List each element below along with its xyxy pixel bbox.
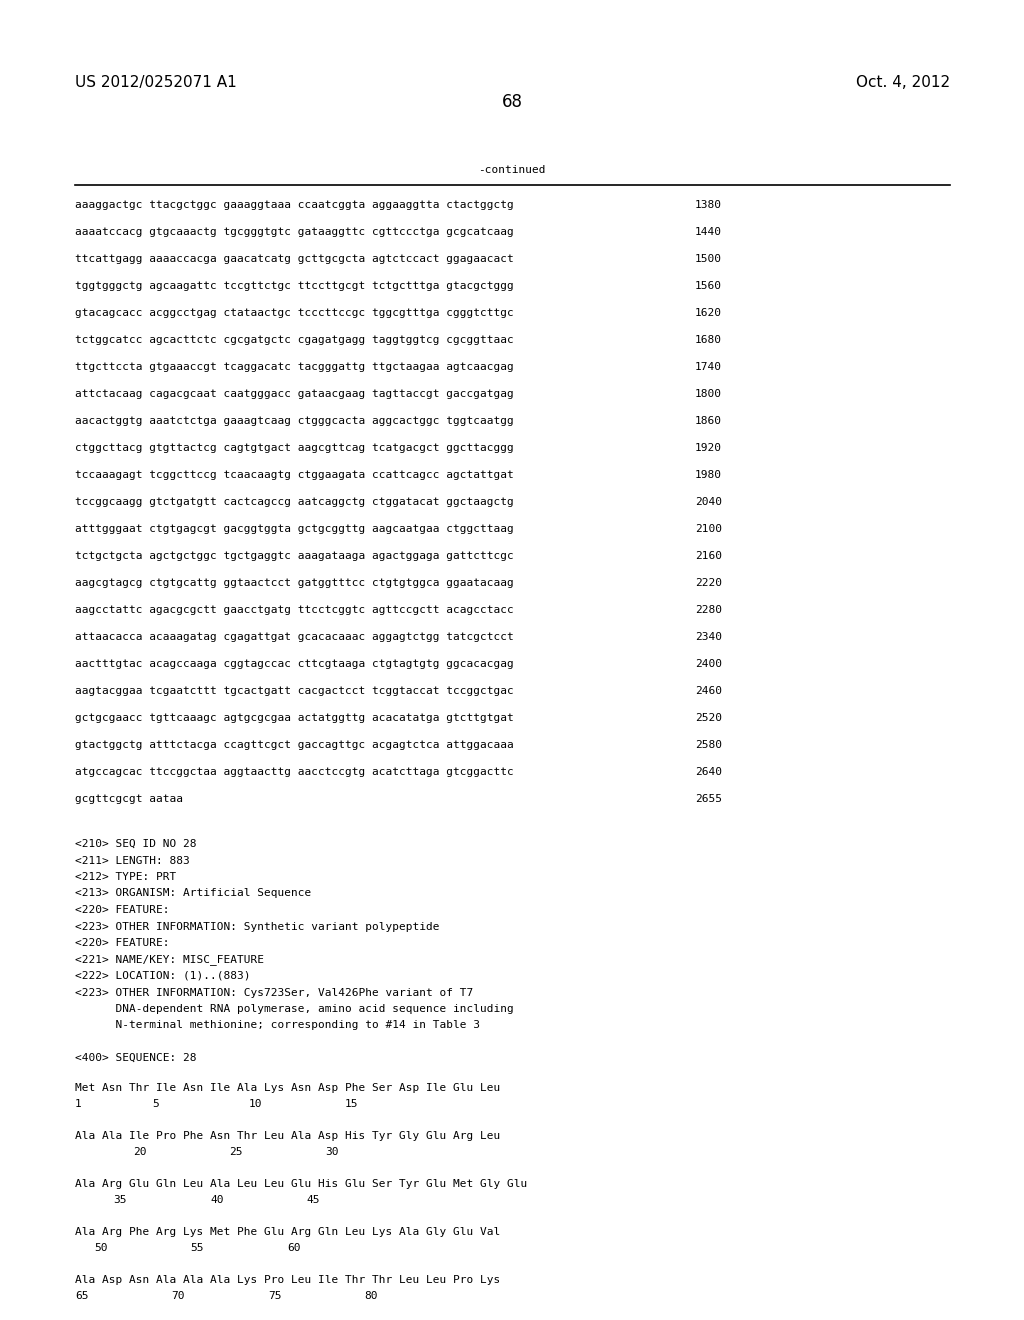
Text: 1800: 1800	[695, 389, 722, 399]
Text: 2460: 2460	[695, 686, 722, 696]
Text: aagcctattc agacgcgctt gaacctgatg ttcctcggtc agttccgctt acagcctacc: aagcctattc agacgcgctt gaacctgatg ttcctcg…	[75, 605, 514, 615]
Text: 45: 45	[306, 1195, 319, 1205]
Text: Ala Ala Ile Pro Phe Asn Thr Leu Ala Asp His Tyr Gly Glu Arg Leu: Ala Ala Ile Pro Phe Asn Thr Leu Ala Asp …	[75, 1131, 501, 1140]
Text: 1440: 1440	[695, 227, 722, 238]
Text: 2580: 2580	[695, 741, 722, 750]
Text: tggtgggctg agcaagattc tccgttctgc ttccttgcgt tctgctttga gtacgctggg: tggtgggctg agcaagattc tccgttctgc ttccttg…	[75, 281, 514, 290]
Text: 75: 75	[268, 1291, 282, 1302]
Text: 2400: 2400	[695, 659, 722, 669]
Text: N-terminal methionine; corresponding to #14 in Table 3: N-terminal methionine; corresponding to …	[75, 1020, 480, 1031]
Text: 55: 55	[190, 1243, 204, 1253]
Text: ttgcttccta gtgaaaccgt tcaggacatc tacgggattg ttgctaagaa agtcaacgag: ttgcttccta gtgaaaccgt tcaggacatc tacggga…	[75, 362, 514, 372]
Text: 80: 80	[365, 1291, 378, 1302]
Text: <222> LOCATION: (1)..(883): <222> LOCATION: (1)..(883)	[75, 972, 251, 981]
Text: 2100: 2100	[695, 524, 722, 535]
Text: <211> LENGTH: 883: <211> LENGTH: 883	[75, 855, 189, 866]
Text: US 2012/0252071 A1: US 2012/0252071 A1	[75, 75, 237, 90]
Text: 1920: 1920	[695, 444, 722, 453]
Text: 25: 25	[229, 1147, 243, 1158]
Text: atgccagcac ttccggctaa aggtaacttg aacctccgtg acatcttaga gtcggacttc: atgccagcac ttccggctaa aggtaacttg aacctcc…	[75, 767, 514, 777]
Text: 2220: 2220	[695, 578, 722, 587]
Text: aaaggactgc ttacgctggc gaaaggtaaa ccaatcggta aggaaggtta ctactggctg: aaaggactgc ttacgctggc gaaaggtaaa ccaatcg…	[75, 201, 514, 210]
Text: aagcgtagcg ctgtgcattg ggtaactcct gatggtttcc ctgtgtggca ggaatacaag: aagcgtagcg ctgtgcattg ggtaactcct gatggtt…	[75, 578, 514, 587]
Text: gctgcgaacc tgttcaaagc agtgcgcgaa actatggttg acacatatga gtcttgtgat: gctgcgaacc tgttcaaagc agtgcgcgaa actatgg…	[75, 713, 514, 723]
Text: aactttgtac acagccaaga cggtagccac cttcgtaaga ctgtagtgtg ggcacacgag: aactttgtac acagccaaga cggtagccac cttcgta…	[75, 659, 514, 669]
Text: <223> OTHER INFORMATION: Cys723Ser, Val426Phe variant of T7: <223> OTHER INFORMATION: Cys723Ser, Val4…	[75, 987, 473, 998]
Text: <220> FEATURE:: <220> FEATURE:	[75, 939, 170, 948]
Text: aaaatccacg gtgcaaactg tgcgggtgtc gataaggttc cgttccctga gcgcatcaag: aaaatccacg gtgcaaactg tgcgggtgtc gataagg…	[75, 227, 514, 238]
Text: tctggcatcc agcacttctc cgcgatgctc cgagatgagg taggtggtcg cgcggttaac: tctggcatcc agcacttctc cgcgatgctc cgagatg…	[75, 335, 514, 345]
Text: aacactggtg aaatctctga gaaagtcaag ctgggcacta aggcactggc tggtcaatgg: aacactggtg aaatctctga gaaagtcaag ctgggca…	[75, 416, 514, 426]
Text: aagtacggaa tcgaatcttt tgcactgatt cacgactcct tcggtaccat tccggctgac: aagtacggaa tcgaatcttt tgcactgatt cacgact…	[75, 686, 514, 696]
Text: Ala Arg Glu Gln Leu Ala Leu Leu Glu His Glu Ser Tyr Glu Met Gly Glu: Ala Arg Glu Gln Leu Ala Leu Leu Glu His …	[75, 1179, 527, 1189]
Text: Oct. 4, 2012: Oct. 4, 2012	[856, 75, 950, 90]
Text: 1740: 1740	[695, 362, 722, 372]
Text: 40: 40	[210, 1195, 223, 1205]
Text: Met Asn Thr Ile Asn Ile Ala Lys Asn Asp Phe Ser Asp Ile Glu Leu: Met Asn Thr Ile Asn Ile Ala Lys Asn Asp …	[75, 1082, 501, 1093]
Text: 2520: 2520	[695, 713, 722, 723]
Text: Ala Asp Asn Ala Ala Ala Lys Pro Leu Ile Thr Thr Leu Leu Pro Lys: Ala Asp Asn Ala Ala Ala Lys Pro Leu Ile …	[75, 1275, 501, 1284]
Text: 2280: 2280	[695, 605, 722, 615]
Text: 5: 5	[153, 1100, 159, 1109]
Text: 1: 1	[75, 1100, 82, 1109]
Text: gtactggctg atttctacga ccagttcgct gaccagttgc acgagtctca attggacaaa: gtactggctg atttctacga ccagttcgct gaccagt…	[75, 741, 514, 750]
Text: 2340: 2340	[695, 632, 722, 642]
Text: 2160: 2160	[695, 550, 722, 561]
Text: <400> SEQUENCE: 28: <400> SEQUENCE: 28	[75, 1053, 197, 1063]
Text: -continued: -continued	[478, 165, 546, 176]
Text: 68: 68	[502, 92, 522, 111]
Text: <220> FEATURE:: <220> FEATURE:	[75, 906, 170, 915]
Text: <223> OTHER INFORMATION: Synthetic variant polypeptide: <223> OTHER INFORMATION: Synthetic varia…	[75, 921, 439, 932]
Text: 2040: 2040	[695, 498, 722, 507]
Text: 15: 15	[345, 1100, 358, 1109]
Text: 35: 35	[114, 1195, 127, 1205]
Text: 10: 10	[249, 1100, 262, 1109]
Text: ctggcttacg gtgttactcg cagtgtgact aagcgttcag tcatgacgct ggcttacggg: ctggcttacg gtgttactcg cagtgtgact aagcgtt…	[75, 444, 514, 453]
Text: 1680: 1680	[695, 335, 722, 345]
Text: 50: 50	[94, 1243, 108, 1253]
Text: 30: 30	[326, 1147, 339, 1158]
Text: 70: 70	[171, 1291, 185, 1302]
Text: 1560: 1560	[695, 281, 722, 290]
Text: 2655: 2655	[695, 795, 722, 804]
Text: ttcattgagg aaaaccacga gaacatcatg gcttgcgcta agtctccact ggagaacact: ttcattgagg aaaaccacga gaacatcatg gcttgcg…	[75, 253, 514, 264]
Text: gtacagcacc acggcctgag ctataactgc tcccttccgc tggcgtttga cgggtcttgc: gtacagcacc acggcctgag ctataactgc tcccttc…	[75, 308, 514, 318]
Text: 60: 60	[287, 1243, 301, 1253]
Text: tccaaagagt tcggcttccg tcaacaagtg ctggaagata ccattcagcc agctattgat: tccaaagagt tcggcttccg tcaacaagtg ctggaag…	[75, 470, 514, 480]
Text: <212> TYPE: PRT: <212> TYPE: PRT	[75, 873, 176, 882]
Text: attaacacca acaaagatag cgagattgat gcacacaaac aggagtctgg tatcgctcct: attaacacca acaaagatag cgagattgat gcacaca…	[75, 632, 514, 642]
Text: 1380: 1380	[695, 201, 722, 210]
Text: 1620: 1620	[695, 308, 722, 318]
Text: 1500: 1500	[695, 253, 722, 264]
Text: DNA-dependent RNA polymerase, amino acid sequence including: DNA-dependent RNA polymerase, amino acid…	[75, 1005, 514, 1014]
Text: 1980: 1980	[695, 470, 722, 480]
Text: gcgttcgcgt aataa: gcgttcgcgt aataa	[75, 795, 183, 804]
Text: attctacaag cagacgcaat caatgggacc gataacgaag tagttaccgt gaccgatgag: attctacaag cagacgcaat caatgggacc gataacg…	[75, 389, 514, 399]
Text: Ala Arg Phe Arg Lys Met Phe Glu Arg Gln Leu Lys Ala Gly Glu Val: Ala Arg Phe Arg Lys Met Phe Glu Arg Gln …	[75, 1228, 501, 1237]
Text: 1860: 1860	[695, 416, 722, 426]
Text: 2640: 2640	[695, 767, 722, 777]
Text: atttgggaat ctgtgagcgt gacggtggta gctgcggttg aagcaatgaa ctggcttaag: atttgggaat ctgtgagcgt gacggtggta gctgcgg…	[75, 524, 514, 535]
Text: 65: 65	[75, 1291, 88, 1302]
Text: <213> ORGANISM: Artificial Sequence: <213> ORGANISM: Artificial Sequence	[75, 888, 311, 899]
Text: 20: 20	[133, 1147, 146, 1158]
Text: <210> SEQ ID NO 28: <210> SEQ ID NO 28	[75, 840, 197, 849]
Text: tccggcaagg gtctgatgtt cactcagccg aatcaggctg ctggatacat ggctaagctg: tccggcaagg gtctgatgtt cactcagccg aatcagg…	[75, 498, 514, 507]
Text: <221> NAME/KEY: MISC_FEATURE: <221> NAME/KEY: MISC_FEATURE	[75, 954, 264, 965]
Text: tctgctgcta agctgctggc tgctgaggtc aaagataaga agactggaga gattcttcgc: tctgctgcta agctgctggc tgctgaggtc aaagata…	[75, 550, 514, 561]
